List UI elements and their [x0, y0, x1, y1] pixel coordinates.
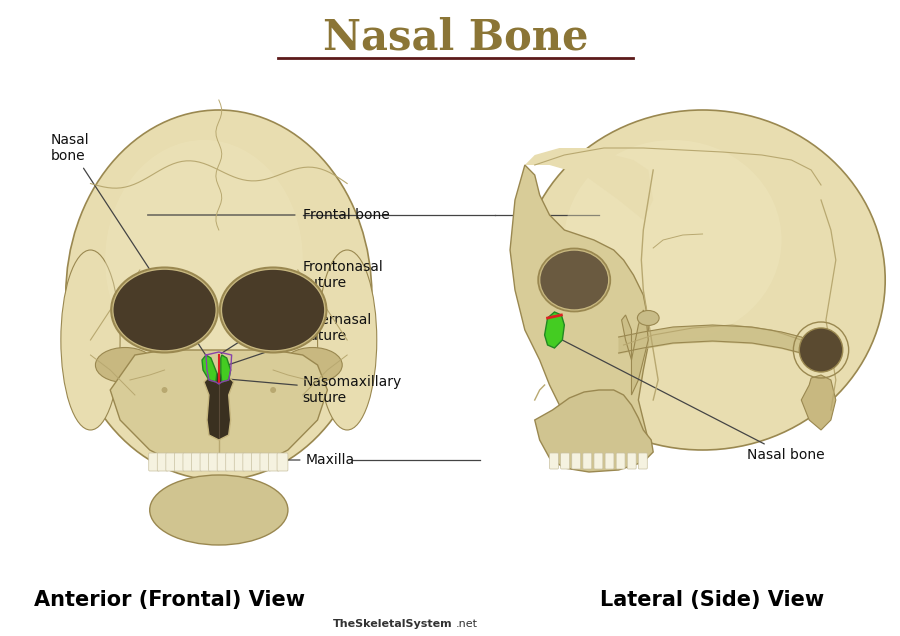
FancyBboxPatch shape [209, 453, 220, 471]
Ellipse shape [564, 140, 781, 340]
FancyBboxPatch shape [166, 453, 176, 471]
FancyBboxPatch shape [583, 453, 591, 469]
Ellipse shape [95, 347, 155, 382]
Text: Lateral (Side) View: Lateral (Side) View [600, 590, 824, 610]
Text: Nasal bone: Nasal bone [555, 336, 824, 462]
FancyBboxPatch shape [234, 453, 245, 471]
Ellipse shape [66, 110, 372, 480]
FancyBboxPatch shape [550, 453, 558, 469]
Text: Nasomaxillary
suture: Nasomaxillary suture [219, 375, 402, 405]
Ellipse shape [283, 347, 342, 382]
FancyBboxPatch shape [148, 453, 159, 471]
FancyBboxPatch shape [200, 453, 211, 471]
Polygon shape [535, 390, 653, 472]
Polygon shape [632, 310, 648, 395]
Circle shape [162, 387, 167, 393]
Polygon shape [801, 375, 836, 430]
Text: Maxilla: Maxilla [306, 453, 355, 467]
Ellipse shape [105, 140, 302, 380]
Circle shape [799, 328, 842, 372]
FancyBboxPatch shape [572, 453, 580, 469]
Polygon shape [525, 148, 653, 200]
Ellipse shape [637, 310, 659, 326]
Ellipse shape [149, 475, 288, 545]
FancyBboxPatch shape [594, 453, 603, 469]
Ellipse shape [61, 250, 120, 430]
Polygon shape [110, 350, 328, 470]
Ellipse shape [520, 110, 886, 450]
FancyBboxPatch shape [226, 453, 237, 471]
FancyBboxPatch shape [616, 453, 625, 469]
Text: Anterior (Frontal) View: Anterior (Frontal) View [34, 590, 305, 610]
Polygon shape [510, 165, 648, 460]
Circle shape [270, 387, 276, 393]
FancyBboxPatch shape [158, 453, 168, 471]
Ellipse shape [112, 269, 216, 351]
FancyBboxPatch shape [627, 453, 636, 469]
Polygon shape [220, 355, 230, 382]
Text: Nasal Bone: Nasal Bone [323, 17, 589, 59]
Text: TheSkeletalSystem: TheSkeletalSystem [333, 619, 453, 629]
Text: .net: .net [455, 619, 478, 629]
FancyBboxPatch shape [277, 453, 288, 471]
Text: Internasal
suture: Internasal suture [221, 313, 372, 367]
Ellipse shape [318, 250, 377, 430]
Text: Frontonasal
suture: Frontonasal suture [221, 260, 383, 354]
Polygon shape [622, 315, 632, 360]
FancyBboxPatch shape [192, 453, 202, 471]
Polygon shape [544, 312, 564, 348]
FancyBboxPatch shape [605, 453, 614, 469]
Polygon shape [202, 355, 217, 382]
FancyBboxPatch shape [251, 453, 262, 471]
FancyBboxPatch shape [638, 453, 647, 469]
Text: Nasal
bone: Nasal bone [51, 133, 207, 357]
FancyBboxPatch shape [268, 453, 279, 471]
FancyBboxPatch shape [561, 453, 570, 469]
Ellipse shape [221, 269, 325, 351]
Polygon shape [204, 372, 234, 440]
FancyBboxPatch shape [217, 453, 228, 471]
Polygon shape [525, 155, 653, 220]
FancyBboxPatch shape [175, 453, 185, 471]
FancyBboxPatch shape [260, 453, 271, 471]
FancyBboxPatch shape [243, 453, 254, 471]
FancyBboxPatch shape [183, 453, 194, 471]
Text: Frontal bone: Frontal bone [302, 208, 390, 222]
Ellipse shape [540, 250, 608, 310]
